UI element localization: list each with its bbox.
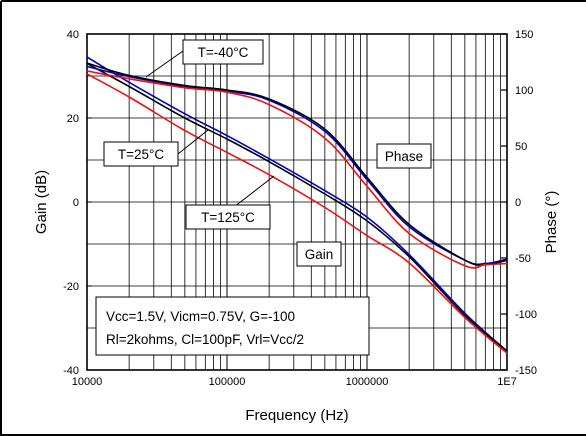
axis-ticks: 10000 100000 1000000 1E7 40 20 0 -20 -40 150 100 50… — [63, 29, 537, 388]
gain-line-t-40-c — [86, 56, 508, 352]
y2-tick-label: -100 — [515, 309, 537, 321]
annotation-gain: Gain — [296, 241, 342, 267]
y-tick-label: 0 — [73, 197, 79, 209]
label-t-25: T=25°C — [118, 147, 165, 162]
y-tick-label: 20 — [67, 113, 79, 125]
y2-axis-title: Phase (°) — [543, 191, 560, 254]
y2-tick-label: 100 — [515, 85, 533, 97]
label-t-125: T=125°C — [201, 210, 255, 225]
y2-tick-label: 50 — [515, 141, 527, 153]
x-tick-label: 10000 — [72, 376, 103, 388]
x-tick-label: 100000 — [209, 376, 246, 388]
y-tick-label: -20 — [63, 281, 79, 293]
conditions-line-2: Rl=2kohms, Cl=100pF, Vrl=Vcc/2 — [106, 332, 304, 347]
series-lines — [86, 56, 508, 354]
y2-tick-label: 150 — [515, 29, 533, 41]
y-tick-label: -40 — [63, 365, 79, 377]
phase-line-t-25-c — [86, 62, 508, 266]
annotation-conditions: Vcc=1.5V, Vicm=0.75V, G=-100 Rl=2kohms, … — [95, 296, 370, 356]
annotation-phase: Phase — [376, 143, 432, 169]
y2-tick-label: 0 — [515, 197, 521, 209]
y-tick-label: 40 — [67, 29, 79, 41]
x-tick-label: 1000000 — [346, 376, 389, 388]
label-t-minus40: T=-40°C — [198, 45, 249, 60]
annotation-t-125: T=125°C — [185, 204, 271, 230]
gain-line-t-125-c — [86, 73, 508, 354]
gain-line-t-25-c — [86, 62, 508, 352]
annotation-t-minus40: T=-40°C — [182, 39, 264, 65]
y2-tick-label: -150 — [515, 365, 537, 377]
label-phase: Phase — [385, 149, 423, 164]
phase-line-t-125-c — [86, 70, 508, 269]
y-axis-title: Gain (dB) — [33, 170, 50, 234]
annotation-t-25: T=25°C — [103, 141, 179, 167]
annotation-leaders — [145, 50, 275, 208]
conditions-line-1: Vcc=1.5V, Vicm=0.75V, G=-100 — [106, 309, 295, 324]
y2-tick-label: -50 — [515, 253, 531, 265]
x-axis-title: Frequency (Hz) — [245, 407, 348, 424]
label-gain: Gain — [305, 247, 334, 262]
x-tick-label: 1E7 — [497, 376, 517, 388]
